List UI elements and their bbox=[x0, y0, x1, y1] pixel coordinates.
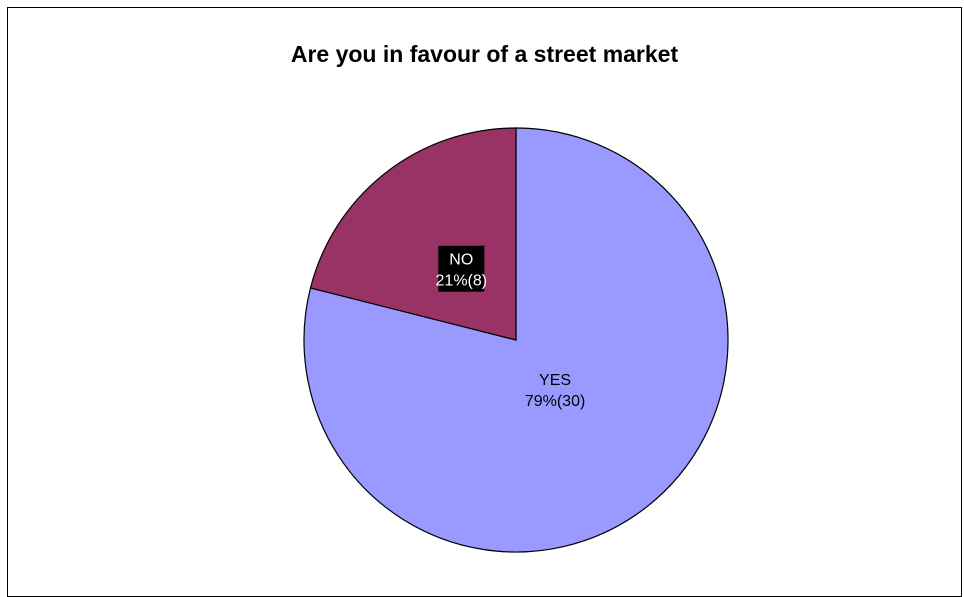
data-label-yes: YES 79%(30) bbox=[525, 372, 585, 410]
data-label-value: 21%(8) bbox=[436, 273, 488, 290]
data-label-category: NO bbox=[449, 252, 473, 269]
data-label-value: 79%(30) bbox=[525, 393, 585, 410]
chart-title: Are you in favour of a street market bbox=[290, 41, 679, 67]
data-label-category: YES bbox=[539, 372, 571, 389]
data-label-background bbox=[438, 245, 485, 292]
data-label-no: NO 21%(8) bbox=[436, 245, 488, 292]
